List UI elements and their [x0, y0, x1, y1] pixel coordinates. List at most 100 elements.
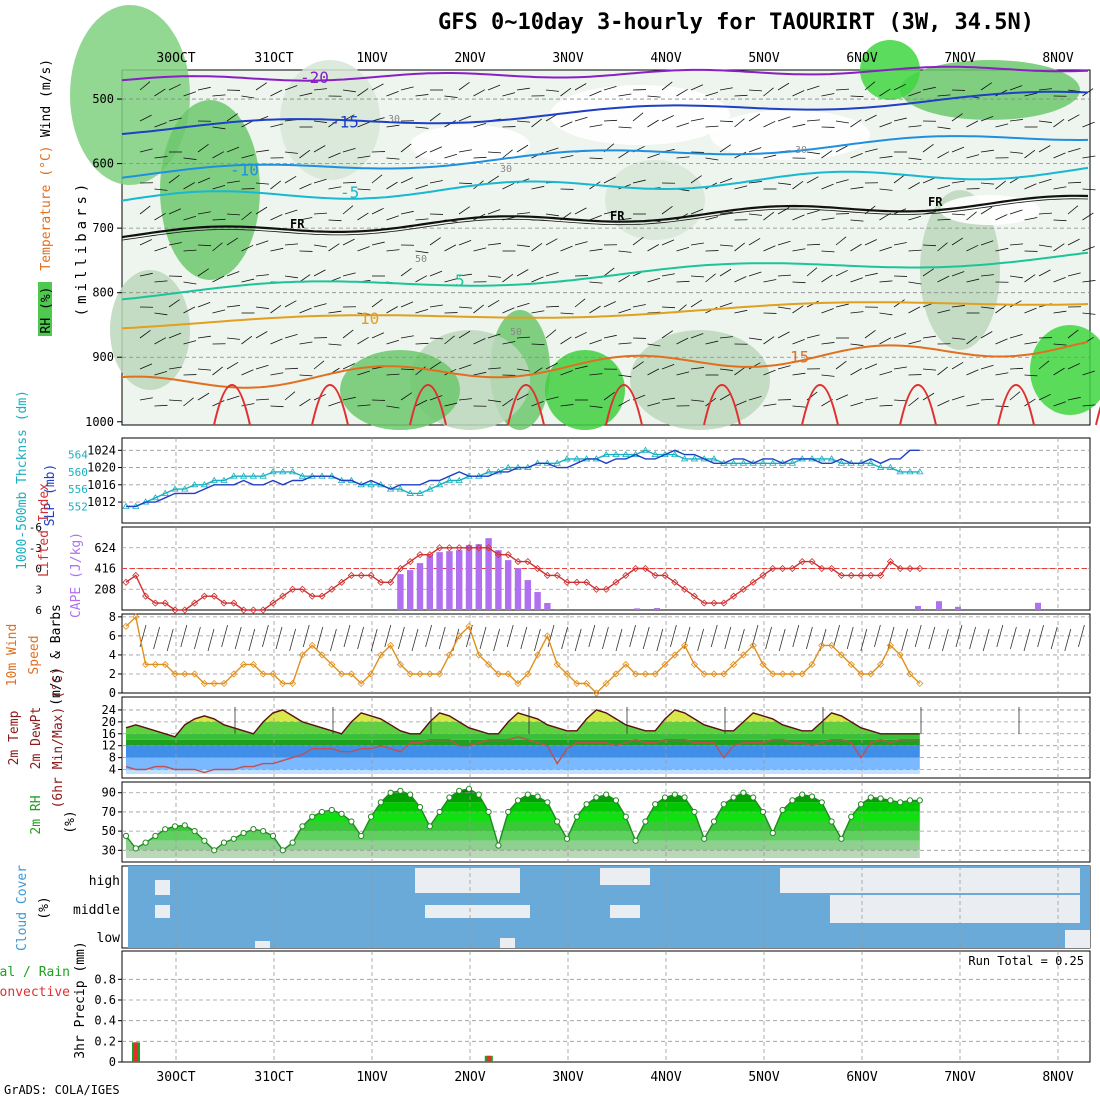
wind-barb	[908, 91, 921, 97]
wind-barb	[1024, 374, 1038, 377]
wind-barb	[1024, 149, 1036, 159]
wind-barb	[194, 626, 201, 650]
rh2m-point	[181, 822, 188, 829]
warm-contour	[605, 384, 643, 426]
li-tick-label: 0	[35, 563, 42, 576]
lifted-index-point	[828, 564, 836, 573]
wind-barb	[980, 206, 993, 215]
cloud-cover-block	[780, 868, 1080, 893]
wind-speed-point	[367, 670, 375, 678]
level-label: 500	[92, 92, 114, 106]
wind-speed-point	[485, 660, 493, 669]
wind-barb	[908, 340, 922, 345]
wind-barb	[589, 90, 602, 97]
wind-barb	[545, 113, 558, 122]
lifted-index-point	[269, 599, 277, 607]
wind-barb	[777, 306, 791, 310]
wind-barb	[197, 335, 211, 339]
rh2m-point	[240, 829, 247, 837]
wind-barb	[1082, 188, 1096, 191]
wind-speed-point	[191, 670, 199, 678]
wind-barb	[748, 237, 761, 246]
wind-speed-point	[132, 613, 140, 621]
rh2m-point	[622, 813, 629, 820]
rh2m-point	[524, 791, 531, 798]
wind-barb	[183, 91, 196, 97]
wind-barb	[603, 176, 616, 184]
wind-barb	[313, 244, 327, 248]
wind-barb	[792, 90, 805, 97]
wind-barb	[1038, 393, 1051, 401]
wind-barb	[371, 332, 385, 339]
wind-barb	[922, 335, 936, 339]
rh-area	[545, 350, 625, 430]
wind-speed-point	[338, 670, 346, 678]
wind-barb	[545, 272, 559, 277]
wind-barb	[415, 342, 429, 345]
wind-speed-point	[847, 660, 855, 669]
lifted-index-point	[387, 578, 395, 586]
lifted-index-point	[367, 571, 375, 579]
warm-contour	[899, 384, 937, 426]
thickness-point	[200, 481, 209, 488]
thickness-point	[435, 481, 444, 488]
wind-barb	[154, 371, 168, 376]
rh2m-point	[289, 839, 296, 846]
wind-barb	[386, 405, 400, 409]
wind-barb	[1053, 119, 1065, 128]
wind-barb	[937, 126, 951, 130]
wind-barb	[995, 372, 1009, 376]
wind-barb	[879, 312, 893, 316]
wind-barb	[574, 83, 587, 91]
wind-barb	[705, 125, 719, 128]
pressure-axis-label: (millibars)	[74, 180, 90, 317]
wind-barb	[734, 185, 748, 190]
wind-barb	[212, 366, 223, 376]
wind-barb	[270, 247, 284, 252]
wind-barb	[792, 181, 804, 190]
wind-barb	[893, 83, 906, 91]
rh-band	[126, 850, 920, 858]
wind-barb	[212, 94, 226, 97]
wind-barb	[458, 330, 471, 339]
cloud-axis-label: (%)	[37, 896, 52, 919]
wind-barb	[444, 402, 458, 407]
wind-barb	[661, 239, 675, 246]
wind-speed-point	[171, 670, 179, 678]
rh2m-point	[701, 835, 708, 842]
wind-barb	[618, 342, 632, 345]
lifted-index-point	[240, 606, 248, 614]
lifted-index-point	[210, 592, 218, 600]
wind-barb	[328, 243, 340, 252]
rh2m-point	[485, 808, 492, 816]
wind-barb	[821, 308, 834, 314]
wind-barb	[589, 405, 603, 408]
wind-barb	[690, 399, 704, 402]
wind-speed-point	[906, 670, 914, 678]
wind-barb	[908, 249, 922, 252]
wind-barb	[255, 149, 269, 153]
thickness-point	[573, 455, 581, 462]
panel-frame-precip	[121, 950, 1091, 1063]
precip-tick-label: 0.2	[94, 1034, 116, 1048]
cape-bar	[397, 574, 404, 610]
wind-barb	[197, 86, 211, 91]
wind-speed-point	[632, 670, 640, 678]
cape-bar	[634, 608, 640, 610]
lifted-index-point	[289, 585, 297, 593]
lifted-index-point	[279, 592, 287, 600]
temp-tick-label: 16	[102, 727, 116, 741]
li-tick-label: 3	[35, 583, 42, 596]
wind-axis-label: 10m Wind	[5, 624, 20, 687]
wind-speed-point	[406, 670, 414, 678]
temperature-contour-label: 5	[455, 271, 465, 290]
warm-contour	[801, 384, 839, 426]
wind-barb	[299, 307, 312, 314]
wind-barb	[458, 398, 472, 401]
wind-barb	[241, 120, 254, 128]
wind-speed-point	[387, 641, 395, 649]
wind-barb	[241, 244, 254, 252]
thickness-point	[269, 468, 277, 475]
cape-bar	[416, 563, 424, 610]
